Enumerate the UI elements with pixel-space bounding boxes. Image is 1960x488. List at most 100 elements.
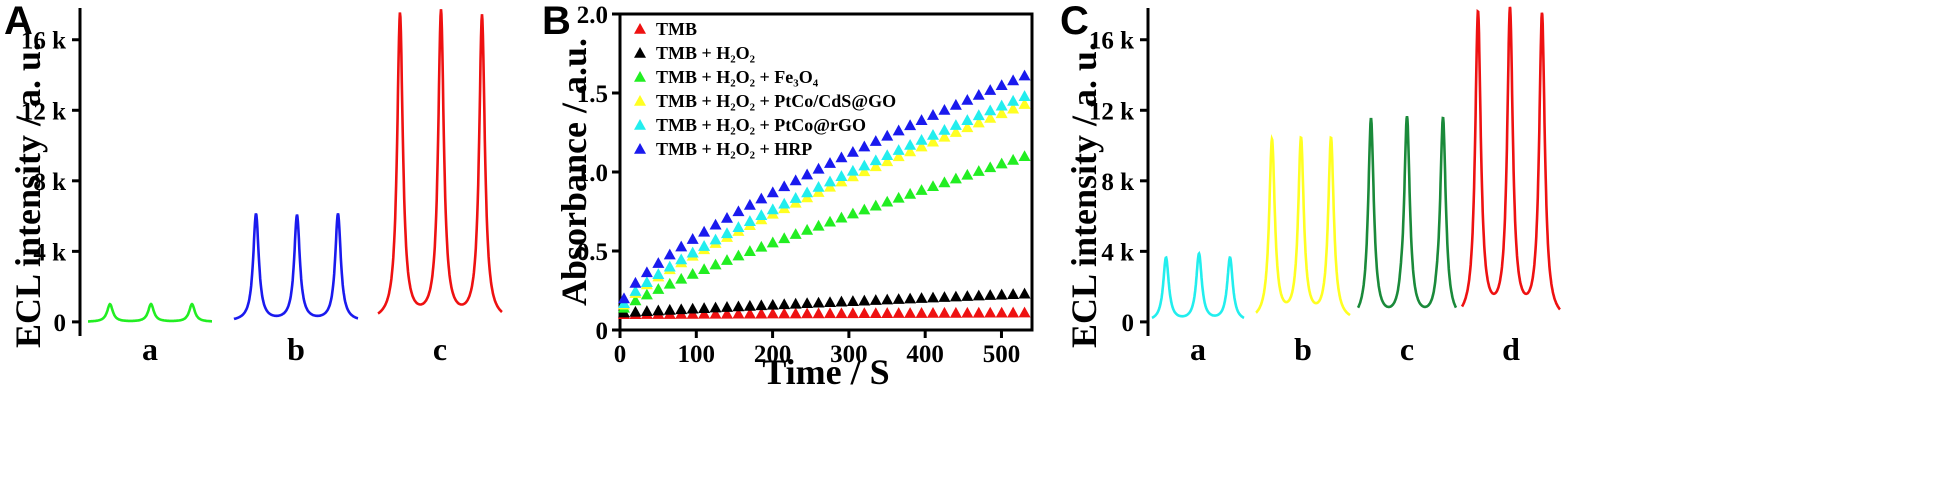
data-point xyxy=(1007,94,1020,106)
data-point xyxy=(755,192,768,204)
data-point xyxy=(858,159,871,171)
data-point xyxy=(846,207,859,219)
data-point xyxy=(869,135,882,146)
legend-entry: TMB + H₂O₂ + PtCo/CdS@GO xyxy=(656,91,896,111)
data-point xyxy=(789,307,802,319)
data-point xyxy=(1018,90,1031,101)
data-point xyxy=(789,228,802,239)
data-point xyxy=(892,307,905,318)
data-point xyxy=(904,145,917,157)
data-point xyxy=(938,306,951,318)
data-point xyxy=(732,300,745,312)
data-point xyxy=(892,191,905,203)
data-point xyxy=(812,162,825,174)
data-point xyxy=(961,121,974,133)
data-point xyxy=(835,211,848,223)
panel-c: C ECL intensity / a. u. 04 k8 k12 k16 k … xyxy=(1060,0,1561,367)
data-point xyxy=(778,180,791,192)
data-point xyxy=(709,233,722,245)
data-point xyxy=(766,203,779,215)
data-point xyxy=(721,211,733,223)
data-point xyxy=(709,218,722,230)
y-tick-label: 16 k xyxy=(1089,28,1134,55)
data-point xyxy=(835,295,848,307)
data-point xyxy=(640,266,653,278)
data-point xyxy=(915,140,928,152)
data-point xyxy=(812,180,825,192)
data-point xyxy=(766,298,779,310)
ecl-trace-d xyxy=(1460,6,1561,311)
legend-entry: TMB + H₂O₂ + Fe₃O₄ xyxy=(656,67,819,87)
data-point xyxy=(824,307,836,319)
data-point xyxy=(1018,287,1031,299)
y-tick-label: 0.5 xyxy=(577,239,608,266)
data-point xyxy=(789,174,802,186)
data-point xyxy=(766,236,779,248)
data-point xyxy=(984,84,997,95)
data-point xyxy=(663,277,676,289)
data-point xyxy=(652,304,665,316)
y-tick-label: 12 k xyxy=(1089,98,1134,125)
data-point xyxy=(927,291,939,303)
data-point xyxy=(743,198,756,210)
legend-marker xyxy=(634,47,646,58)
data-point xyxy=(904,307,917,318)
data-point xyxy=(755,240,768,252)
data-point xyxy=(881,293,894,305)
data-point xyxy=(904,292,917,304)
data-point xyxy=(938,291,951,302)
data-point xyxy=(1007,102,1020,114)
ecl-trace-b xyxy=(1255,133,1351,317)
data-point xyxy=(972,289,985,301)
legend-entry: TMB + H₂O₂ + PtCo@rGO xyxy=(656,115,866,135)
data-point xyxy=(789,192,802,203)
data-point xyxy=(766,307,779,319)
data-point xyxy=(835,170,848,181)
ecl-trace-a xyxy=(1151,250,1245,320)
data-point xyxy=(640,288,653,300)
data-point xyxy=(1018,69,1031,81)
data-point xyxy=(721,301,733,312)
data-point xyxy=(732,249,745,261)
panel-a: A ECL intensity / a. u. 04 k8 k12 k16 k … xyxy=(4,0,503,367)
data-point xyxy=(927,128,939,140)
data-point xyxy=(766,186,779,198)
category-label-b: b xyxy=(287,331,305,367)
data-point xyxy=(640,305,653,316)
data-point xyxy=(618,292,630,304)
data-point xyxy=(663,303,676,315)
x-tick-label: 100 xyxy=(678,341,716,368)
data-point xyxy=(938,123,951,135)
data-point xyxy=(949,172,962,184)
data-point xyxy=(904,187,917,199)
data-point xyxy=(858,294,871,306)
data-point xyxy=(949,98,962,110)
y-tick-label: 0 xyxy=(1122,310,1135,337)
category-label-c: c xyxy=(1400,331,1414,367)
legend-marker xyxy=(634,23,646,34)
x-tick-label: 200 xyxy=(754,341,792,368)
panel-b-x-axis-label: Time / S xyxy=(762,352,889,392)
panel-b-y-axis-label: Absorbance / a.u. xyxy=(554,38,594,306)
legend-marker xyxy=(634,119,646,130)
data-point xyxy=(892,150,905,162)
data-point xyxy=(869,199,882,211)
data-point xyxy=(1018,150,1031,161)
category-label-a: a xyxy=(1190,331,1206,367)
data-point xyxy=(709,258,722,270)
data-point xyxy=(881,129,894,141)
data-point xyxy=(778,298,791,310)
panel-c-y-axis-label: ECL intensity / a. u. xyxy=(1064,42,1104,348)
data-point xyxy=(732,205,745,217)
y-tick-label: 2.0 xyxy=(577,2,608,29)
ecl-trace-c xyxy=(1356,115,1458,309)
data-point xyxy=(972,165,985,176)
x-tick-label: 400 xyxy=(906,341,944,368)
y-tick-label: 4 k xyxy=(1101,239,1134,266)
data-point xyxy=(675,240,688,252)
data-point xyxy=(652,268,665,279)
data-point xyxy=(801,223,814,235)
y-tick-label: 8 k xyxy=(1101,169,1134,196)
data-point xyxy=(961,114,974,125)
legend-entry: TMB + H₂O₂ + HRP xyxy=(656,139,812,159)
